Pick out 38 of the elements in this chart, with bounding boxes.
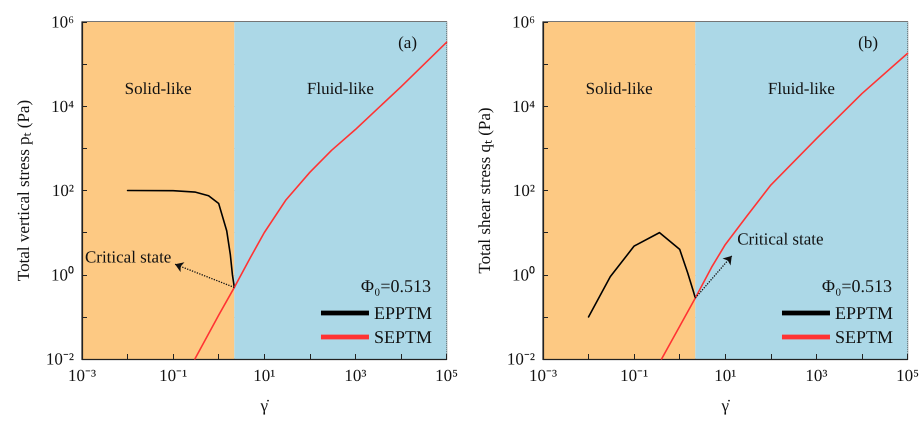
legend-label: EPPTM — [834, 303, 894, 323]
legend-label: SEPTM — [374, 327, 432, 347]
y-tick-label: 10⁰ — [51, 265, 74, 284]
y-tick-label: 10² — [512, 181, 535, 200]
y-tick-label: 10⁴ — [51, 96, 74, 116]
x-tick-label: 10³ — [805, 366, 828, 385]
y-tick-label: 10⁻² — [46, 350, 74, 368]
legend-title: Φ₀=0.513 — [822, 276, 892, 296]
x-axis-title: γ̇ — [260, 396, 270, 415]
y-axis-title: Total vertical stress pₜ (Pa) — [14, 100, 33, 282]
y-tick-label: 10⁻² — [506, 350, 535, 368]
annotation: (a) — [398, 33, 418, 52]
y-axis-title: Total shear stress qₜ (Pa) — [475, 107, 494, 274]
y-tick-label: 10⁶ — [512, 12, 536, 32]
legend-title: Φ₀=0.513 — [360, 276, 432, 296]
y-tick-label: 10⁴ — [512, 96, 536, 116]
band-label: Fluid-like — [306, 79, 374, 98]
legend-label: EPPTM — [374, 303, 432, 323]
x-tick-label: 10⁻¹ — [620, 366, 648, 385]
x-tick-label: 10⁻³ — [68, 366, 96, 385]
annotation: Critical state — [84, 247, 172, 266]
x-axis-title: γ̇ — [720, 396, 730, 415]
annotation: (b) — [858, 33, 878, 52]
annotation: Critical state — [737, 229, 824, 248]
x-tick-label: 10³ — [344, 366, 366, 385]
x-tick-label: 10⁵ — [896, 366, 920, 385]
x-tick-label: 10⁻³ — [528, 366, 558, 385]
x-tick-label: 10¹ — [714, 366, 736, 385]
band-label: Solid-like — [124, 79, 192, 98]
x-tick-label: 10⁵ — [435, 366, 458, 385]
legend-label: SEPTM — [834, 327, 894, 347]
band-label: Solid-like — [586, 79, 653, 98]
x-tick-label: 10¹ — [253, 366, 276, 385]
x-tick-label: 10⁻¹ — [159, 366, 188, 385]
y-tick-label: 10⁰ — [512, 265, 535, 284]
y-tick-label: 10⁶ — [51, 12, 74, 32]
y-tick-label: 10² — [52, 181, 74, 200]
band-label: Fluid-like — [768, 79, 835, 98]
